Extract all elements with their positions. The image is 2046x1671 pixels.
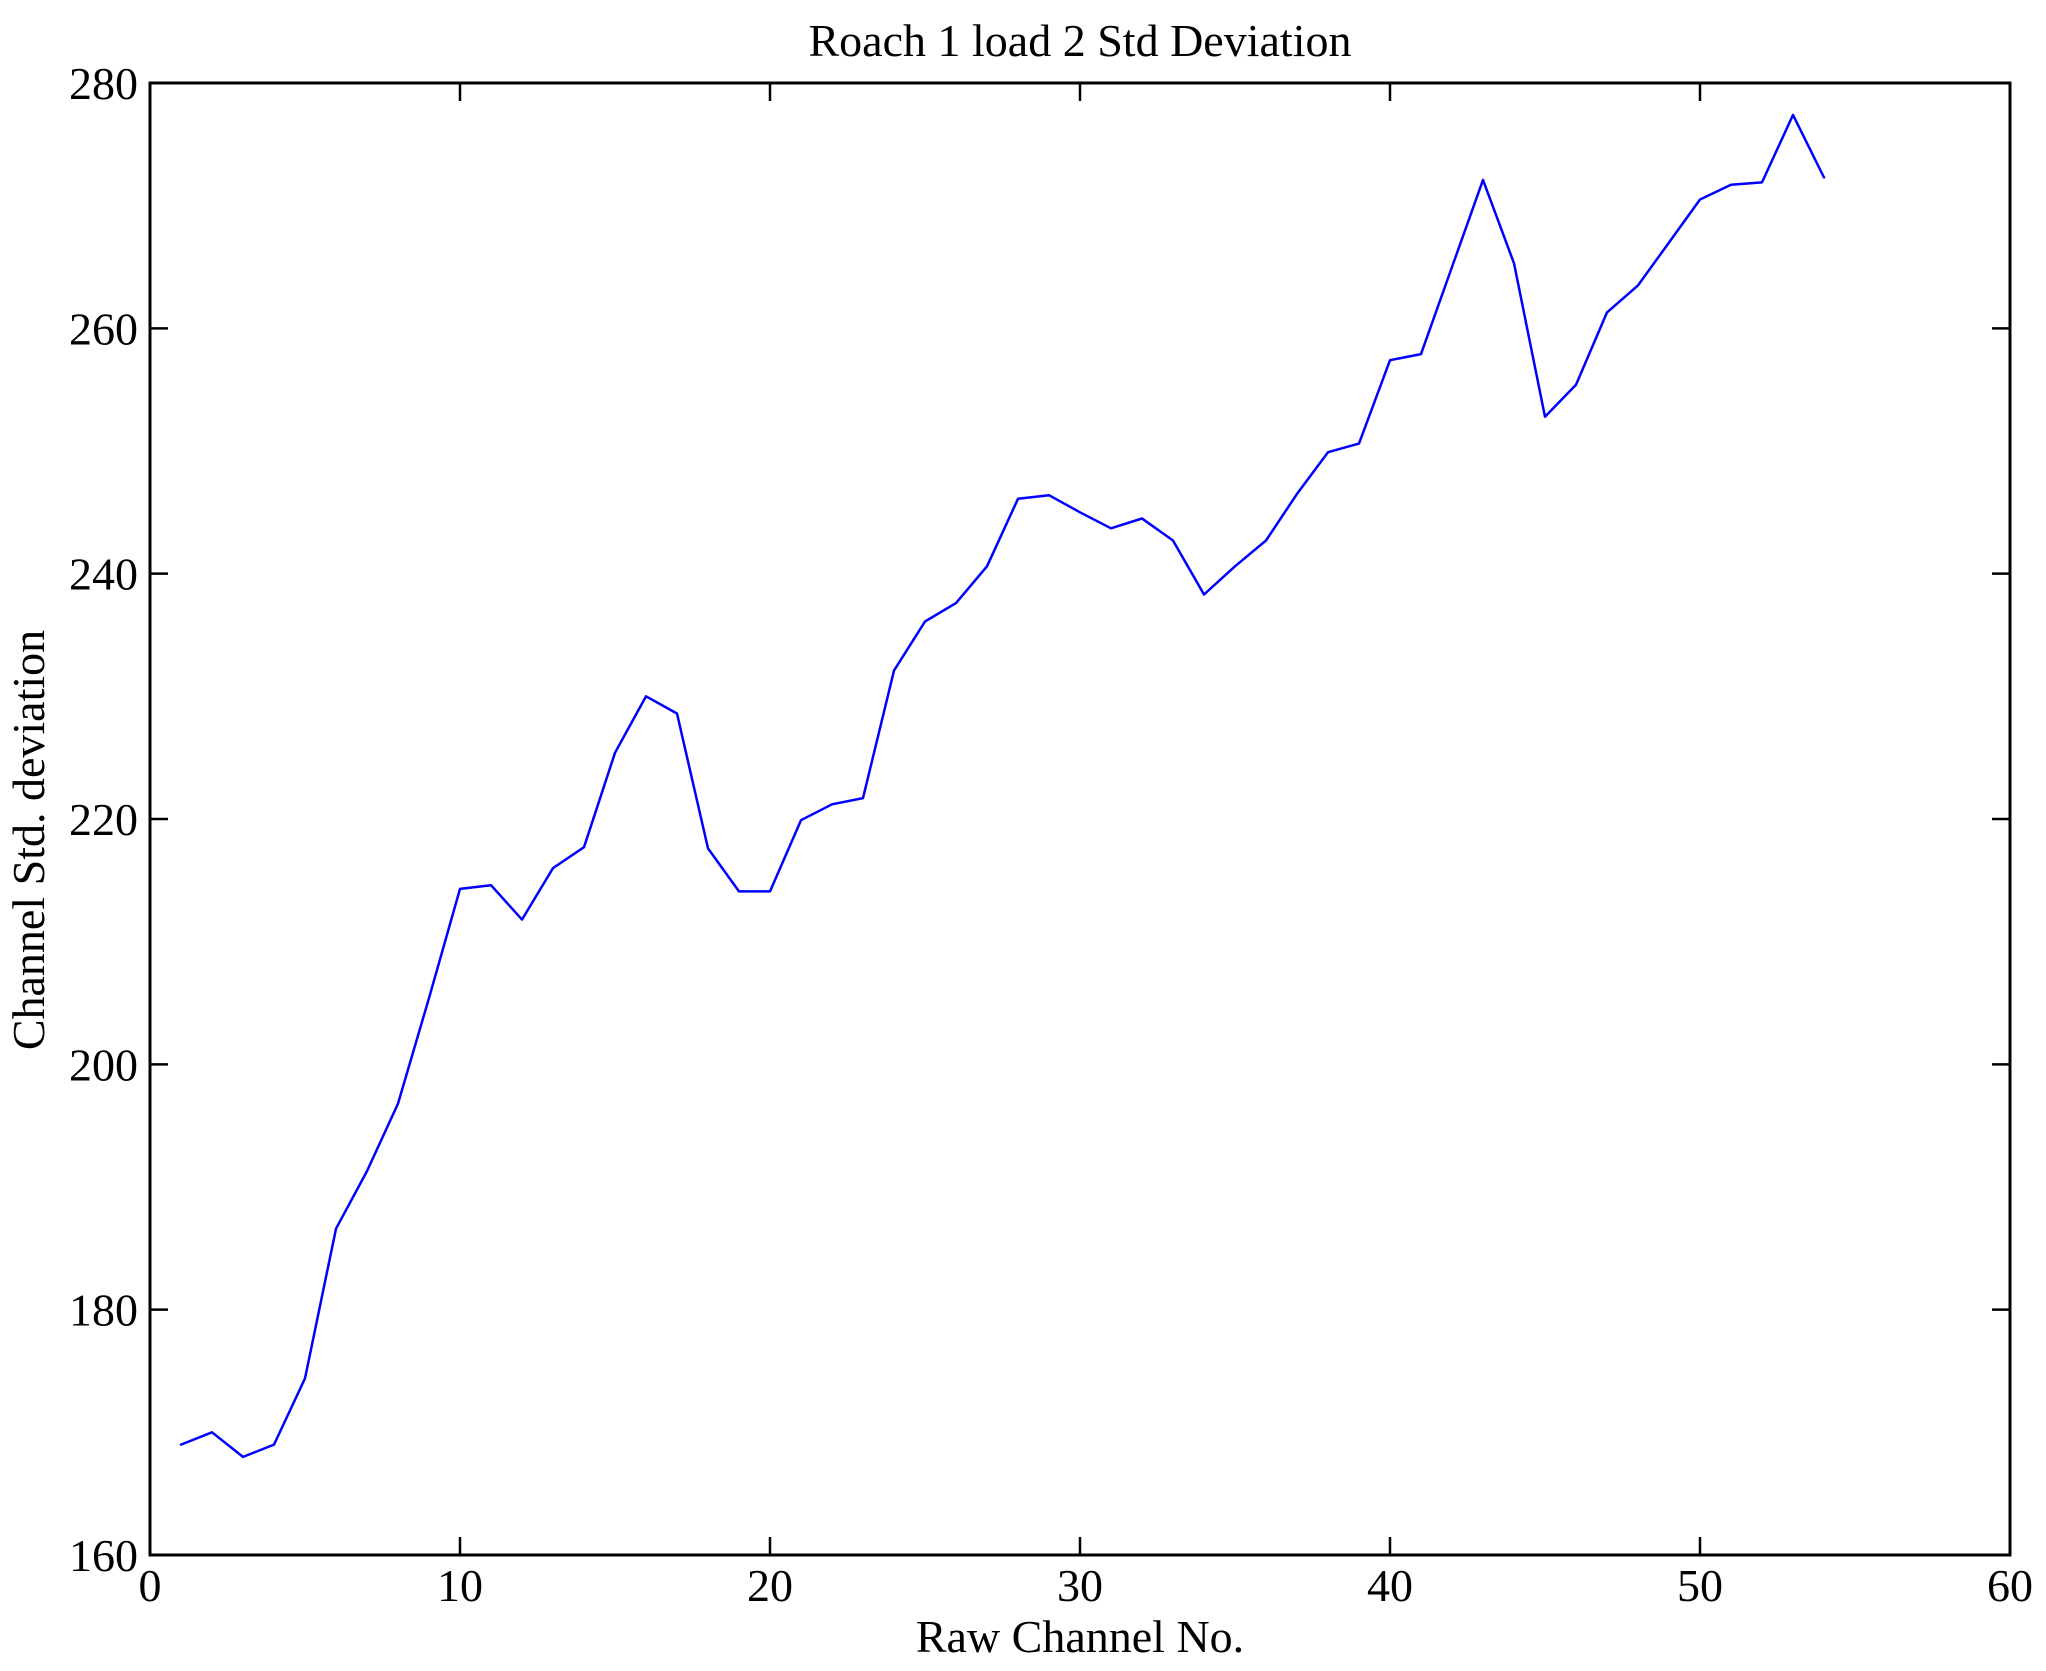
axis-tick-labels: 0 10 20 30 40 50 60 160 180 200 220 240 260 280 <box>69 58 2033 1611</box>
y-axis-label: Channel Std. deviation <box>3 630 54 1050</box>
chart-title: Roach 1 load 2 Std Deviation <box>809 15 1352 66</box>
data-series <box>179 113 1826 1459</box>
axis-ticks <box>148 81 2012 1557</box>
x-tick-label: 50 <box>1677 1560 1723 1611</box>
y-tick-label: 160 <box>69 1530 138 1581</box>
x-tick-label: 30 <box>1057 1560 1103 1611</box>
y-tick-label: 240 <box>69 549 138 600</box>
x-tick-label: 0 <box>139 1560 162 1611</box>
y-tick-label: 180 <box>69 1285 138 1336</box>
x-tick-label: 40 <box>1367 1560 1413 1611</box>
y-tick-label: 280 <box>69 58 138 109</box>
x-tick-label: 60 <box>1987 1560 2033 1611</box>
x-tick-label: 20 <box>747 1560 793 1611</box>
plot-box <box>148 81 2012 1557</box>
data-series-line <box>179 113 1826 1459</box>
y-tick-label: 220 <box>69 794 138 845</box>
y-tick-label: 200 <box>69 1039 138 1090</box>
x-axis-label: Raw Channel No. <box>916 1611 1244 1662</box>
y-tick-label: 260 <box>69 303 138 354</box>
x-tick-label: 10 <box>437 1560 483 1611</box>
plot-area <box>148 81 2012 1557</box>
